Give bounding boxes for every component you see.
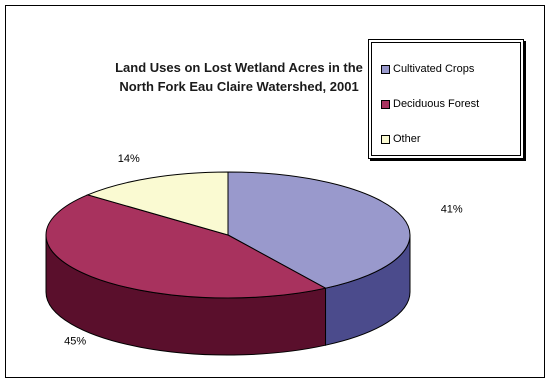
legend-swatch-other: [381, 134, 390, 144]
chart-title: Land Uses on Lost Wetland Acres in the N…: [104, 58, 374, 96]
chart-title-line-1: Land Uses on Lost Wetland Acres in the: [115, 60, 363, 75]
data-label-cultivated-crops: 41%: [441, 204, 463, 216]
legend-item-deciduous-forest: Deciduous Forest: [381, 97, 479, 111]
pie-slice-deciduous-forest: [45, 194, 327, 299]
legend-label-cultivated-crops: Cultivated Crops: [393, 63, 475, 75]
legend-label-deciduous-forest: Deciduous Forest: [393, 98, 480, 110]
chart-legend: Cultivated Crops Deciduous Forest Other: [368, 39, 524, 159]
legend-item-other: Other: [381, 132, 421, 146]
legend-item-cultivated-crops: Cultivated Crops: [381, 62, 474, 76]
data-label-deciduous-forest: 45%: [64, 336, 86, 348]
chart-title-line-2: North Fork Eau Claire Watershed, 2001: [119, 79, 359, 94]
legend-swatch-deciduous-forest: [381, 99, 390, 109]
pie-slice-cultivated-crops: [227, 171, 411, 289]
data-label-other: 14%: [118, 153, 140, 165]
legend-label-other: Other: [393, 133, 421, 145]
pie-slice-other: [86, 171, 229, 236]
legend-swatch-cultivated-crops: [381, 64, 390, 74]
